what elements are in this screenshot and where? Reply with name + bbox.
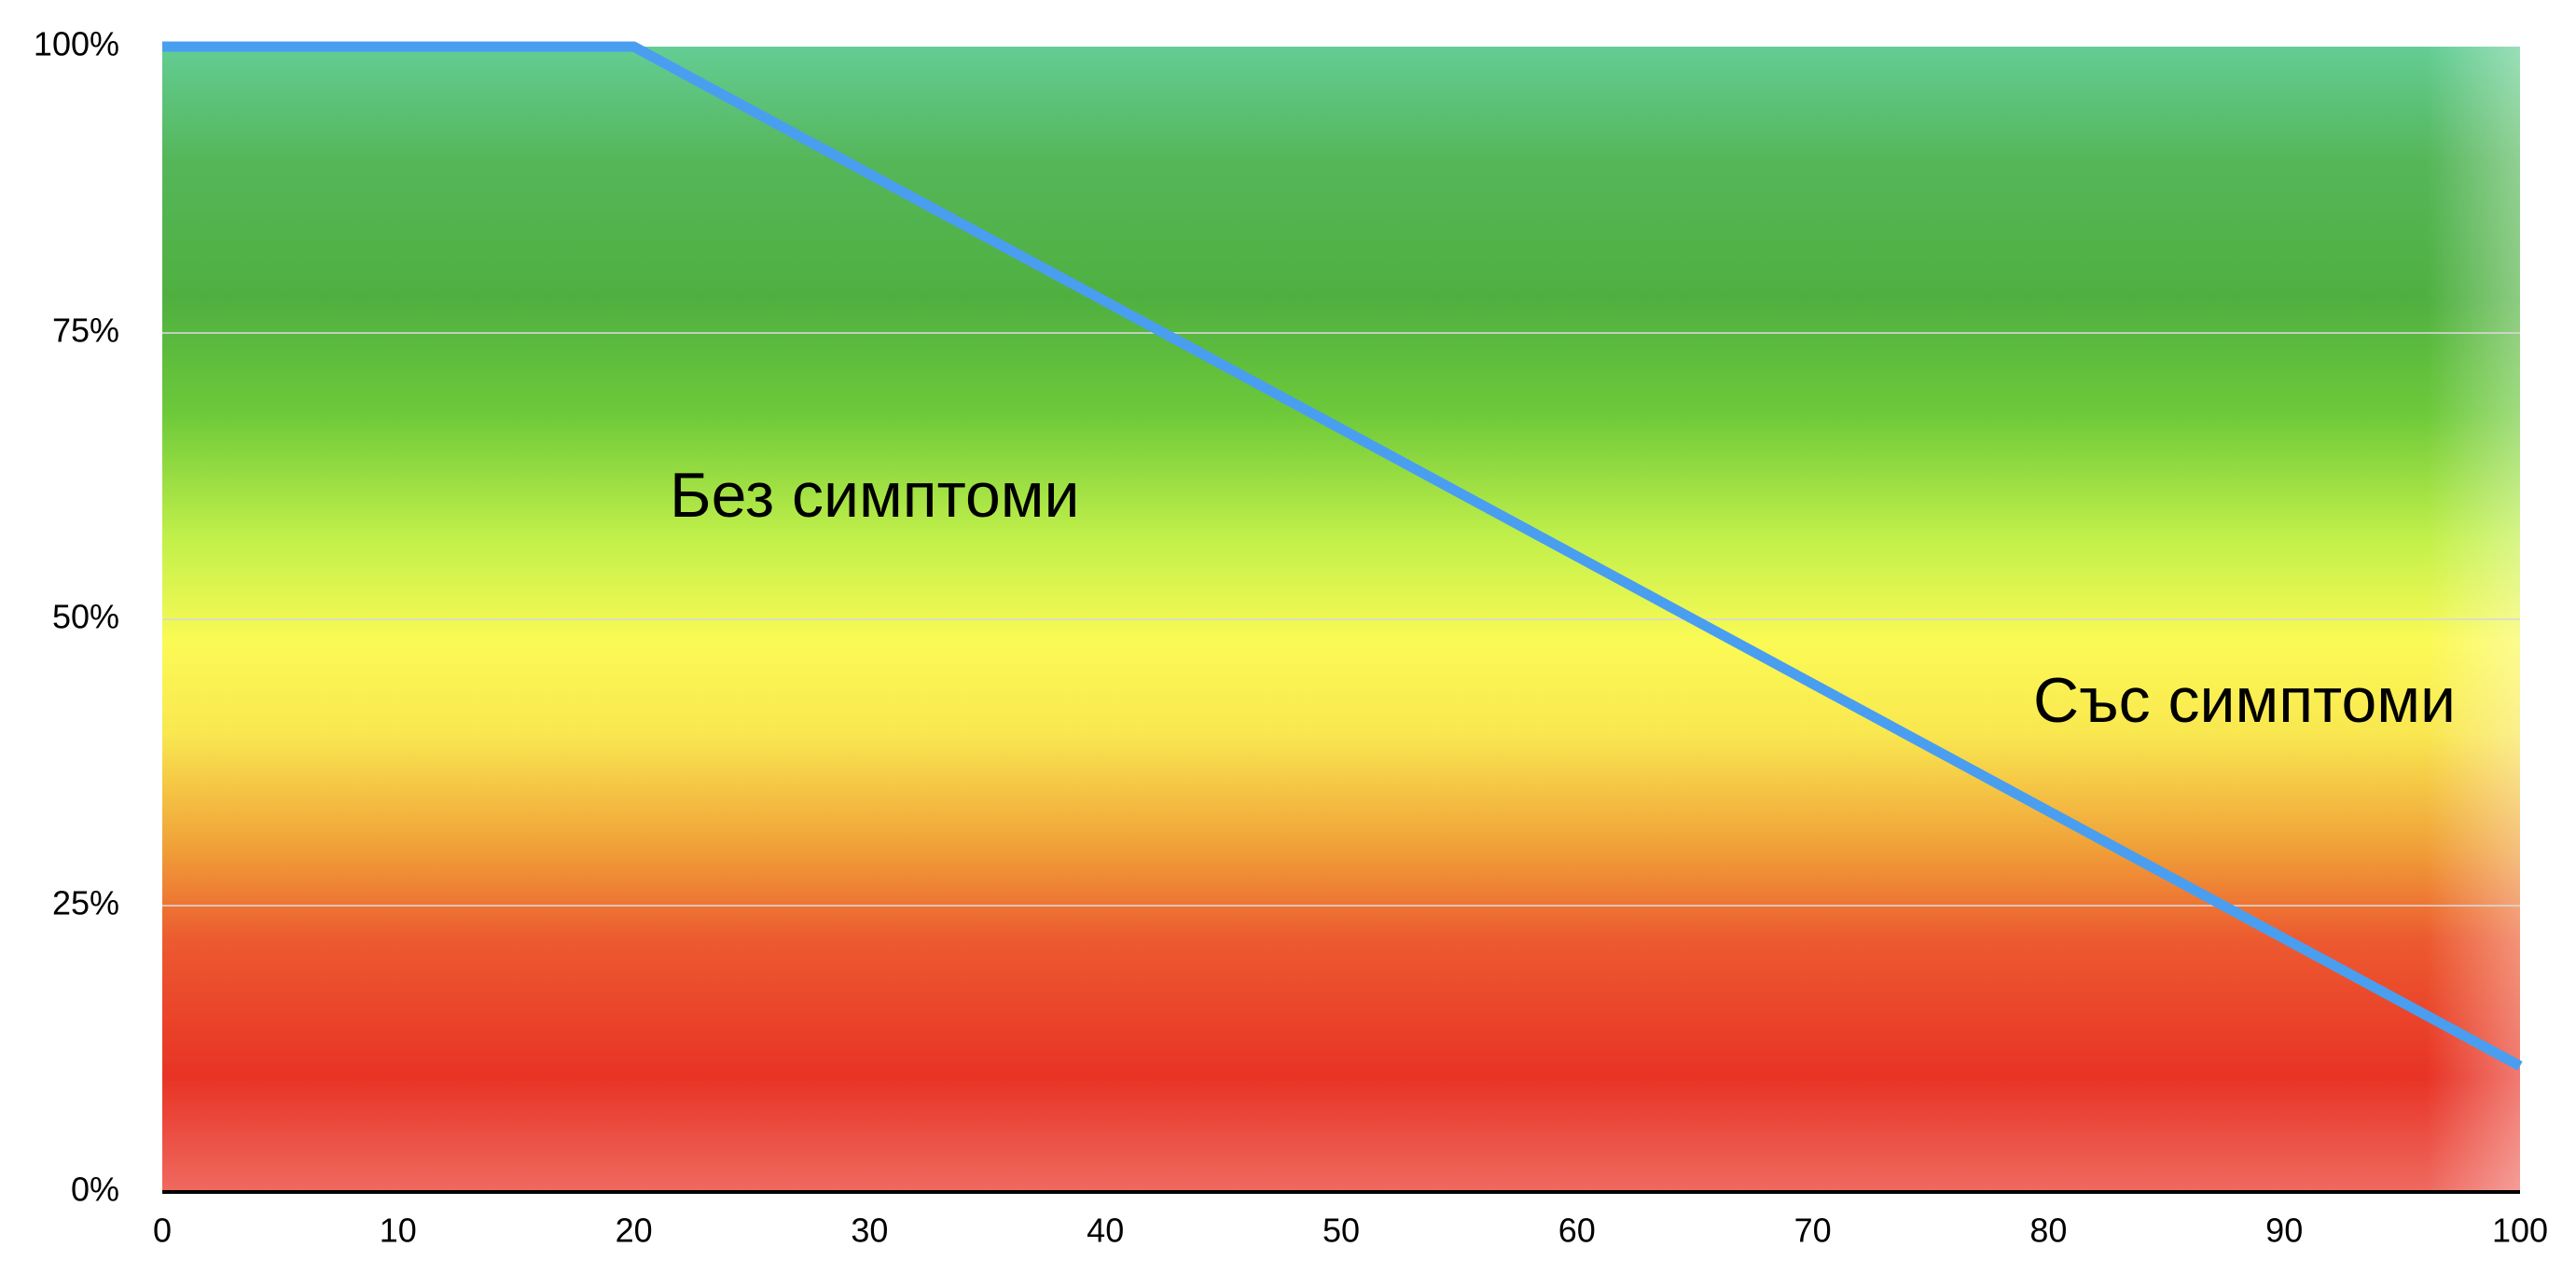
y-tick-label: 0%	[71, 1171, 119, 1209]
x-tick-label: 0	[153, 1212, 172, 1250]
x-tick-label: 40	[1087, 1212, 1124, 1250]
x-tick-label: 50	[1323, 1212, 1360, 1250]
x-tick-label: 10	[380, 1212, 417, 1250]
annotation: Без симптоми	[670, 460, 1080, 531]
x-tick-label: 20	[616, 1212, 653, 1250]
annotation: Със симптоми	[2033, 665, 2456, 736]
x-tick-label: 60	[1558, 1212, 1596, 1250]
y-tick-label: 75%	[52, 312, 119, 350]
line	[162, 41, 2523, 1071]
x-tick-label: 90	[2265, 1212, 2303, 1250]
x-tick-label: 30	[851, 1212, 888, 1250]
y-tick-label: 100%	[34, 25, 119, 63]
y-tick-label: 50%	[52, 598, 119, 636]
y-tick-label: 25%	[52, 884, 119, 922]
x-tick-label: 80	[2029, 1212, 2067, 1250]
x-tick-label: 70	[1794, 1212, 1832, 1250]
x-tick-label: 100	[2492, 1212, 2548, 1250]
